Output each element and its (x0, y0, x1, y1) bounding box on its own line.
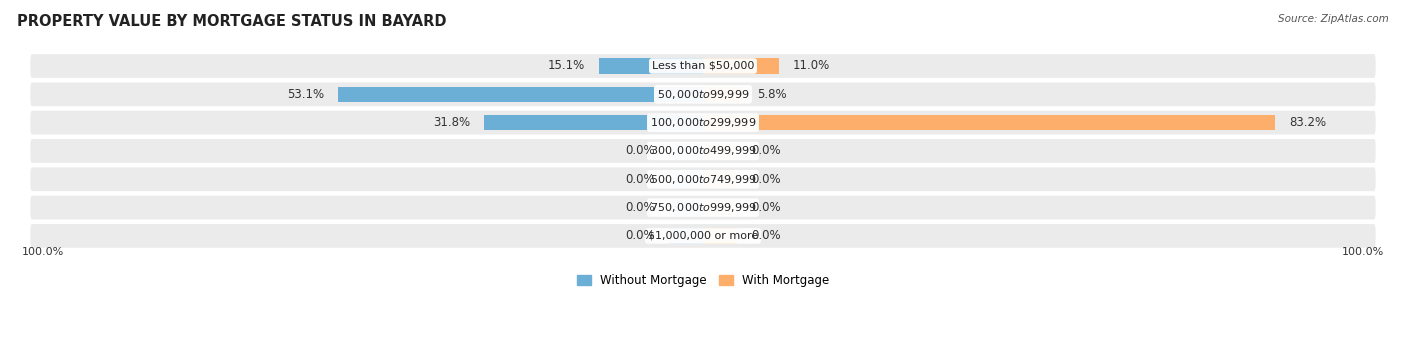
Text: PROPERTY VALUE BY MORTGAGE STATUS IN BAYARD: PROPERTY VALUE BY MORTGAGE STATUS IN BAY… (17, 14, 446, 29)
Text: Less than $50,000: Less than $50,000 (652, 61, 754, 71)
FancyBboxPatch shape (28, 166, 1378, 193)
Text: 100.0%: 100.0% (22, 247, 65, 257)
Bar (669, 143, 703, 159)
Text: 53.1%: 53.1% (287, 88, 323, 101)
Text: $1,000,000 or more: $1,000,000 or more (648, 231, 758, 241)
Text: 15.1%: 15.1% (548, 59, 585, 72)
Text: Source: ZipAtlas.com: Source: ZipAtlas.com (1278, 14, 1389, 23)
FancyBboxPatch shape (28, 109, 1378, 136)
Text: 0.0%: 0.0% (751, 201, 780, 214)
Text: $50,000 to $99,999: $50,000 to $99,999 (657, 88, 749, 101)
Bar (669, 200, 703, 215)
Text: 5.8%: 5.8% (756, 88, 786, 101)
Bar (703, 86, 742, 102)
Bar (703, 171, 737, 187)
FancyBboxPatch shape (28, 137, 1378, 165)
Bar (703, 58, 779, 74)
Text: 0.0%: 0.0% (626, 173, 655, 186)
Text: 100.0%: 100.0% (1341, 247, 1384, 257)
Bar (703, 143, 737, 159)
Bar (599, 58, 703, 74)
Text: 0.0%: 0.0% (751, 144, 780, 157)
Legend: Without Mortgage, With Mortgage: Without Mortgage, With Mortgage (572, 269, 834, 292)
Text: $300,000 to $499,999: $300,000 to $499,999 (650, 144, 756, 157)
FancyBboxPatch shape (28, 222, 1378, 250)
FancyBboxPatch shape (28, 81, 1378, 108)
Text: 83.2%: 83.2% (1289, 116, 1326, 129)
Bar (703, 200, 737, 215)
Bar (703, 228, 737, 244)
Text: 11.0%: 11.0% (793, 59, 830, 72)
Text: 0.0%: 0.0% (751, 230, 780, 242)
Text: 0.0%: 0.0% (626, 144, 655, 157)
Text: $100,000 to $299,999: $100,000 to $299,999 (650, 116, 756, 129)
Text: 0.0%: 0.0% (626, 230, 655, 242)
Text: 31.8%: 31.8% (433, 116, 471, 129)
Bar (337, 86, 703, 102)
Text: 0.0%: 0.0% (751, 173, 780, 186)
Bar (669, 228, 703, 244)
Text: $500,000 to $749,999: $500,000 to $749,999 (650, 173, 756, 186)
Bar (703, 115, 1275, 131)
FancyBboxPatch shape (28, 194, 1378, 221)
Text: 0.0%: 0.0% (626, 201, 655, 214)
Bar (669, 171, 703, 187)
Text: $750,000 to $999,999: $750,000 to $999,999 (650, 201, 756, 214)
FancyBboxPatch shape (28, 52, 1378, 80)
Bar (484, 115, 703, 131)
